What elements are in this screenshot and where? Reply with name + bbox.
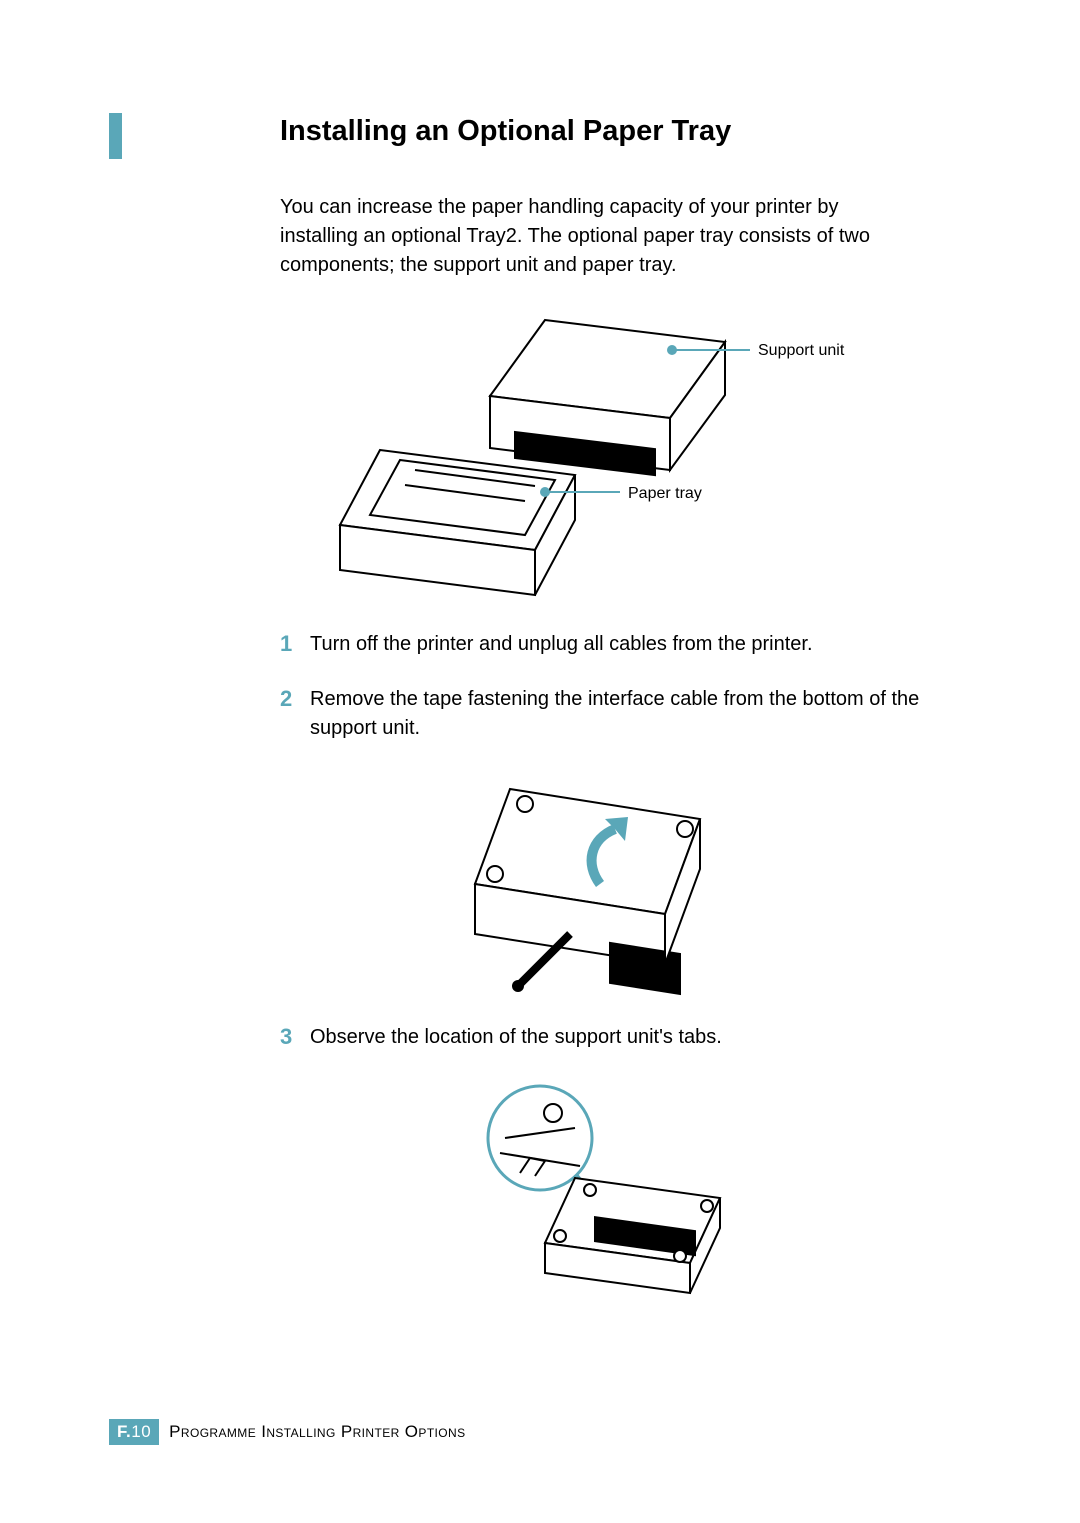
page-number: 10 — [131, 1422, 151, 1441]
callout-label-paper-tray: Paper tray — [628, 485, 702, 502]
steps-list: 1 Turn off the printer and unplug all ca… — [280, 630, 920, 1308]
step-number: 3 — [280, 1023, 310, 1052]
page-content: Installing an Optional Paper Tray You ca… — [280, 113, 920, 1332]
diagram-components: Support unit Paper tray — [280, 300, 920, 600]
page-prefix: F. — [117, 1422, 131, 1441]
diagram-remove-tape — [280, 769, 920, 999]
header-accent-block — [109, 113, 122, 159]
step-3: 3 Observe the location of the support un… — [280, 1023, 920, 1052]
step-2: 2 Remove the tape fastening the interfac… — [280, 685, 920, 743]
page-footer: F.10 Programme Installing Printer Option… — [109, 1419, 465, 1445]
page-number-badge: F.10 — [109, 1419, 159, 1445]
step-1: 1 Turn off the printer and unplug all ca… — [280, 630, 920, 659]
intro-paragraph: You can increase the paper handling capa… — [280, 193, 920, 280]
footer-section-title: Programme Installing Printer Options — [169, 1422, 465, 1442]
step-text: Remove the tape fastening the interface … — [310, 685, 920, 743]
step-text: Turn off the printer and unplug all cabl… — [310, 630, 813, 659]
diagram-tabs-location — [280, 1078, 920, 1308]
page-title: Installing an Optional Paper Tray — [280, 113, 920, 149]
callout-label-support-unit: Support unit — [758, 342, 845, 359]
step-number: 1 — [280, 630, 310, 659]
step-text: Observe the location of the support unit… — [310, 1023, 722, 1052]
step-number: 2 — [280, 685, 310, 714]
